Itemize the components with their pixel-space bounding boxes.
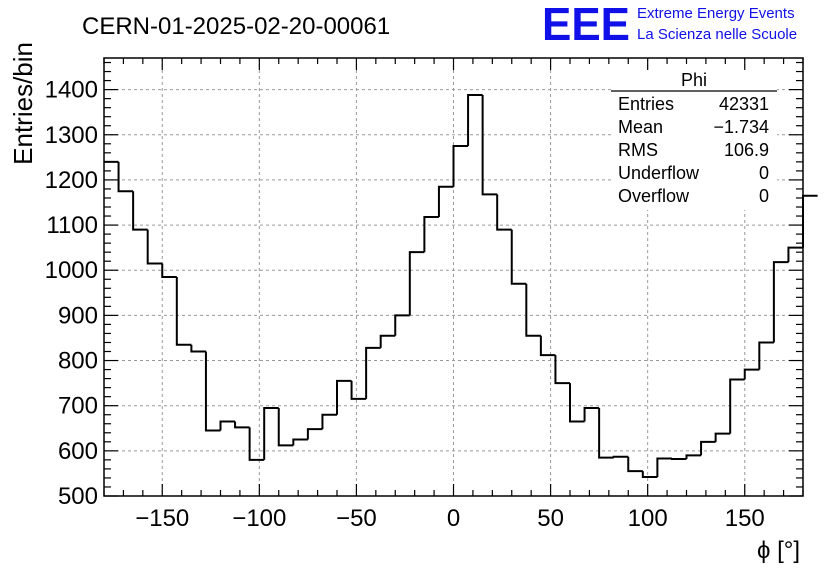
histogram-bin <box>685 454 702 459</box>
histogram-bin <box>598 407 614 459</box>
histogram-bin <box>700 440 716 456</box>
y-tick-label: 1200 <box>45 167 98 194</box>
histogram-bin <box>234 421 250 429</box>
y-tick-label: 500 <box>58 483 98 510</box>
histogram-bin <box>714 432 731 442</box>
stats-box-name: Phi <box>681 70 707 90</box>
histogram-bin <box>525 283 541 337</box>
x-tick-label: −50 <box>336 505 377 532</box>
histogram-bin <box>190 344 206 353</box>
chart-title: CERN-01-2025-02-20-00061 <box>82 13 390 40</box>
histogram-bin <box>306 428 323 440</box>
histogram-bin <box>248 427 265 461</box>
histogram-bin <box>802 194 818 248</box>
x-tick-label: 100 <box>628 505 668 532</box>
y-tick-label: 800 <box>58 348 98 375</box>
histogram-bin <box>350 380 367 400</box>
histogram-bin <box>743 368 760 380</box>
histogram-bin <box>641 471 658 479</box>
x-tick-label: −100 <box>232 505 286 532</box>
logo-line2: La Scienza nelle Scuole <box>637 26 797 43</box>
stats-box: Phi Entries 42331 Mean −1.734 RMS 106.9 Underf… <box>611 70 777 210</box>
histogram-bin <box>277 407 294 447</box>
stats-box-rows: Entries 42331 Mean −1.734 RMS 106.9 Underflow 0… <box>618 94 769 206</box>
y-tick-label: 900 <box>58 302 98 329</box>
histogram-bin <box>496 194 512 231</box>
y-tick-label: 1300 <box>45 122 98 149</box>
histogram-bin <box>787 246 803 263</box>
histogram-bin <box>321 413 337 430</box>
eee-logo: EEE Extreme Energy Events La Scienza nel… <box>542 0 797 50</box>
histogram-bin <box>117 161 134 193</box>
x-tick-label: 50 <box>537 505 564 532</box>
stats-box-background <box>611 70 777 210</box>
histogram-bin <box>292 438 308 446</box>
stats-row-label: RMS <box>618 140 658 160</box>
logo-mark: EEE <box>542 0 630 50</box>
histogram-bin <box>554 355 570 385</box>
tick-labels: −150 −100 −50 0 50 100 150 500 600 700 800 900 1000 1… <box>45 77 765 532</box>
y-tick-label: 1000 <box>45 257 98 284</box>
axes <box>103 57 804 497</box>
histogram-bin <box>627 456 643 473</box>
histogram-bin <box>146 229 163 265</box>
histogram-bin <box>539 335 556 357</box>
histogram-bins <box>104 94 818 479</box>
histogram-bin <box>758 341 774 370</box>
y-tick-label: 1100 <box>46 212 98 239</box>
y-tick-label: 700 <box>58 393 98 420</box>
histogram-bin <box>656 457 672 478</box>
stats-row-label: Mean <box>618 117 663 137</box>
histogram-bin <box>379 334 396 348</box>
stats-row-value: −1.734 <box>713 117 769 137</box>
histogram-bin <box>569 383 585 423</box>
histogram-bin <box>365 346 381 399</box>
histogram-bin <box>219 420 236 431</box>
stats-row-value: 0 <box>759 186 769 206</box>
histogram-bin <box>394 314 410 336</box>
histogram-bin <box>772 261 789 343</box>
histogram-bin <box>132 191 148 231</box>
histogram-bin <box>729 378 745 434</box>
x-tick-label: 150 <box>725 505 765 532</box>
histogram-bin <box>336 379 352 415</box>
histogram-bin <box>161 263 177 278</box>
logo-line1: Extreme Energy Events <box>637 5 795 22</box>
histogram-bin <box>408 251 425 316</box>
histogram-bin <box>263 406 279 460</box>
stats-row-label: Overflow <box>618 186 690 206</box>
histogram-bin <box>437 185 454 217</box>
histogram-bin <box>467 94 483 147</box>
histogram-bin <box>175 277 192 346</box>
x-tick-label: 0 <box>447 505 460 532</box>
stats-row-value: 42331 <box>719 94 769 114</box>
stats-row-value: 0 <box>759 163 769 183</box>
histogram-bin <box>204 351 221 432</box>
histogram-bin <box>452 145 469 187</box>
histogram-bin <box>481 95 498 196</box>
histogram-bin <box>510 229 527 285</box>
stats-row-label: Underflow <box>618 163 700 183</box>
histogram-bin <box>612 455 629 458</box>
y-axis-label: Entries/bin <box>8 42 38 165</box>
y-tick-label: 600 <box>58 438 98 465</box>
x-axis-label: ϕ [°] <box>757 537 800 564</box>
histogram-bin <box>583 406 600 422</box>
stats-row-label: Entries <box>618 94 674 114</box>
x-tick-label: −150 <box>135 505 189 532</box>
y-tick-label: 1400 <box>45 77 98 104</box>
stats-row-value: 106.9 <box>724 140 769 160</box>
histogram-bin <box>423 215 439 253</box>
